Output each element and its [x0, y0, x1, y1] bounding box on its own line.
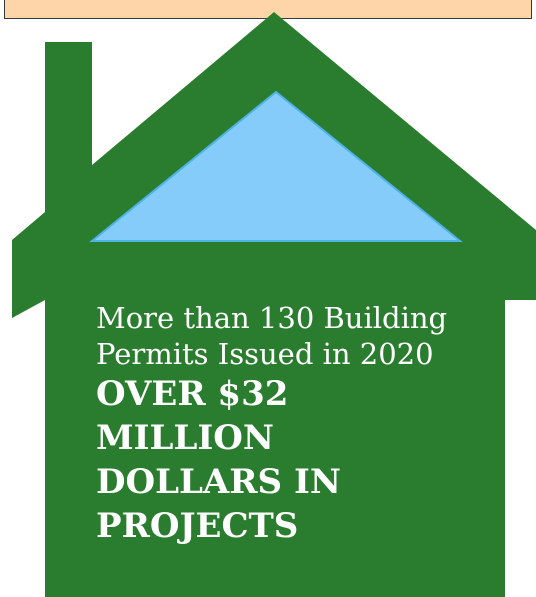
permits-year-line: Permits Issued in 2020	[96, 337, 434, 371]
permits-count-line: More than 130 Building	[96, 301, 448, 335]
headline-projects: PROJECTS	[96, 506, 299, 546]
roof-window	[89, 90, 463, 242]
headline-dollars: DOLLARS IN	[96, 462, 341, 502]
house-shape	[12, 12, 536, 597]
headline-amount: OVER $32 MILLION	[96, 374, 289, 458]
caption-block: More than 130 Building Permits Issued in…	[96, 300, 476, 548]
